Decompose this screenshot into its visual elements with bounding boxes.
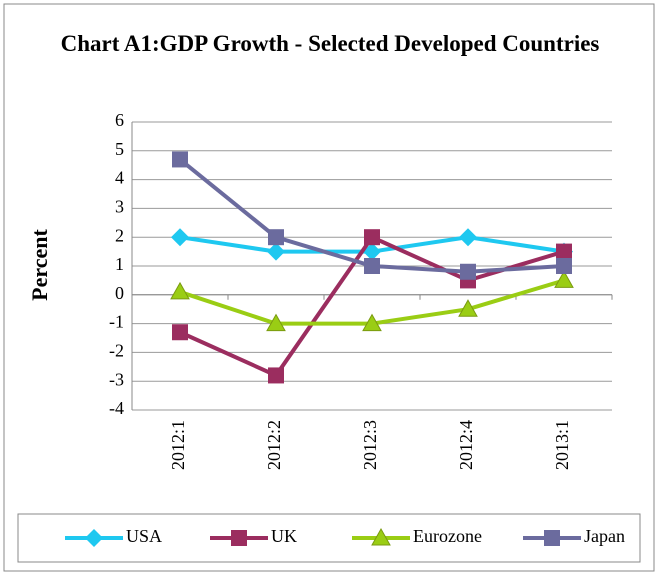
marker <box>268 367 284 384</box>
legend-label: UK <box>271 526 297 546</box>
marker <box>364 258 380 274</box>
x-tick-label: 2012:4 <box>456 420 476 470</box>
marker <box>266 313 286 332</box>
y-tick-label: -1 <box>109 312 124 332</box>
legend-label: USA <box>126 526 162 546</box>
y-tick-label: 6 <box>115 110 124 130</box>
legend-label: Japan <box>584 526 625 546</box>
y-tick-label: 4 <box>115 168 124 188</box>
marker <box>268 229 284 246</box>
y-tick-label: 1 <box>115 254 124 274</box>
y-tick-label: -4 <box>109 398 124 418</box>
y-tick-label: 5 <box>115 139 124 159</box>
y-tick-label: -3 <box>109 369 124 389</box>
marker <box>362 313 382 332</box>
marker <box>556 258 572 274</box>
x-tick-label: 2012:3 <box>360 420 380 470</box>
marker <box>554 270 574 288</box>
marker <box>172 324 188 341</box>
legend-label: Eurozone <box>413 526 482 546</box>
marker <box>171 228 189 247</box>
marker <box>460 263 476 280</box>
marker <box>544 530 560 546</box>
marker <box>459 228 477 247</box>
marker <box>231 530 247 546</box>
x-tick-label: 2013:1 <box>552 420 572 470</box>
y-tick-label: 3 <box>115 197 124 217</box>
y-tick-label: 2 <box>115 225 124 245</box>
marker <box>364 229 380 246</box>
y-axis-label: Percent <box>27 229 52 301</box>
marker <box>458 299 478 317</box>
marker <box>170 281 190 300</box>
marker <box>556 243 572 260</box>
y-tick-label: -2 <box>109 341 124 361</box>
marker <box>267 242 285 261</box>
chart-title: Chart A1:GDP Growth - Selected Developed… <box>60 31 600 56</box>
x-tick-label: 2012:1 <box>168 420 188 470</box>
x-tick-label: 2012:2 <box>264 420 284 470</box>
marker <box>172 151 188 168</box>
y-tick-label: 0 <box>115 283 124 303</box>
marker <box>85 529 103 547</box>
marker <box>371 527 391 546</box>
